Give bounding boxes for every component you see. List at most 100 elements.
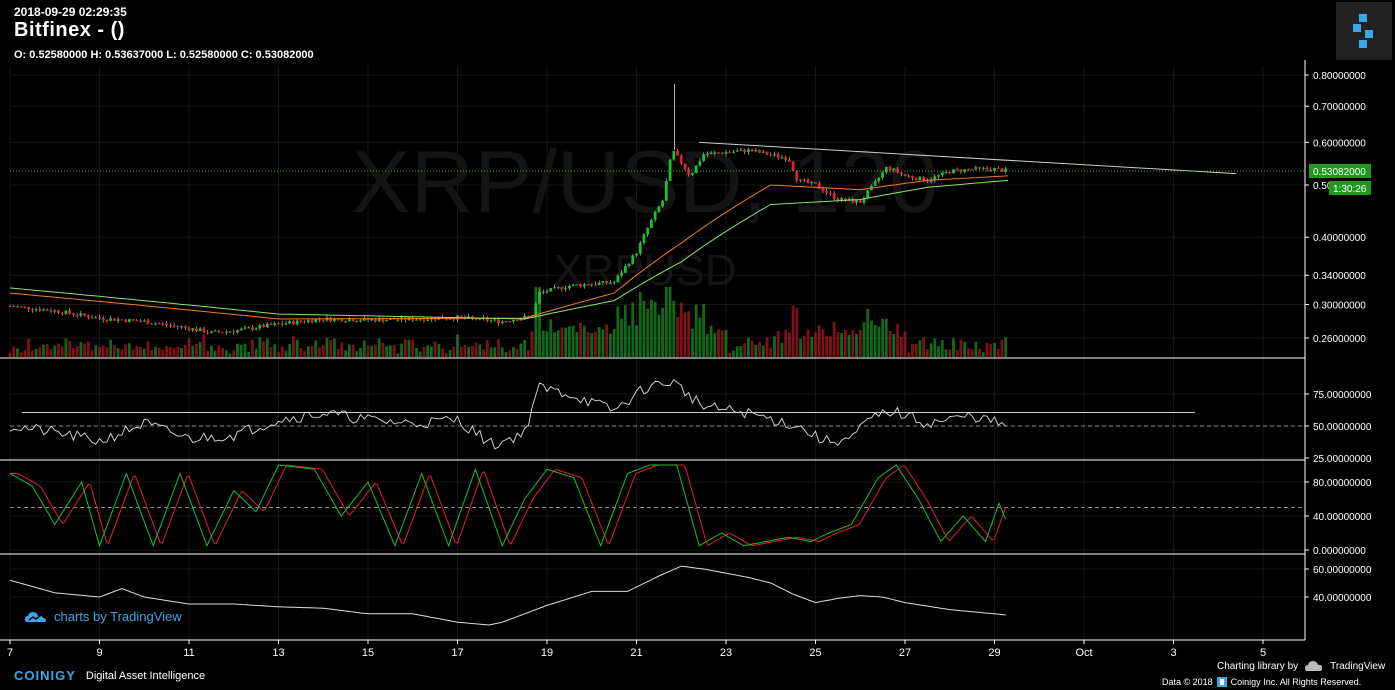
volume-bar bbox=[27, 338, 31, 357]
volume-bar bbox=[802, 336, 806, 357]
volume-bar bbox=[113, 344, 116, 357]
coinigy-small-icon bbox=[1216, 677, 1227, 687]
candle-body bbox=[228, 331, 232, 333]
candle-body bbox=[728, 152, 732, 154]
candle-body bbox=[329, 317, 333, 322]
volume-bar bbox=[407, 339, 411, 357]
volume-bar bbox=[538, 287, 541, 357]
volume-bar bbox=[329, 340, 333, 357]
candle-body bbox=[541, 291, 545, 293]
candle-body bbox=[53, 310, 57, 312]
price-y-tick-label: 0.70000000 bbox=[1313, 102, 1366, 113]
volume-bar bbox=[340, 342, 344, 357]
candle-body bbox=[269, 323, 273, 325]
rsi-y-tick-label: 75.00000000 bbox=[1313, 390, 1372, 401]
volume-bar bbox=[176, 346, 180, 357]
volume-bar bbox=[549, 319, 553, 357]
volume-bar bbox=[553, 332, 556, 357]
candle-body bbox=[467, 316, 471, 319]
candle-body bbox=[549, 288, 553, 292]
volume-bar bbox=[277, 351, 280, 357]
stoch-k-line bbox=[9, 464, 1007, 548]
candle-body bbox=[564, 288, 568, 290]
charting-library-credit[interactable]: Charting library by TradingView bbox=[1217, 660, 1385, 672]
candle-body bbox=[27, 306, 31, 310]
candle-body bbox=[1000, 168, 1004, 172]
volume-bar bbox=[310, 346, 314, 357]
volume-bar bbox=[385, 346, 389, 357]
candle-body bbox=[884, 166, 888, 173]
candle-body bbox=[94, 317, 98, 319]
volume-bar bbox=[8, 352, 12, 357]
coinigy-wordmark: COINIGY bbox=[14, 668, 76, 683]
candle-body bbox=[90, 317, 94, 319]
price-y-tick-label: 0.60000000 bbox=[1313, 138, 1366, 149]
volume-bar bbox=[799, 338, 802, 357]
volume-bar bbox=[224, 350, 228, 357]
candle-body bbox=[142, 320, 146, 322]
volume-bar bbox=[161, 349, 165, 357]
volume-bar bbox=[694, 304, 698, 357]
tradingview-credit-link[interactable]: charts by TradingView bbox=[24, 609, 182, 624]
volume-bar bbox=[709, 325, 713, 357]
volume-bar bbox=[485, 340, 489, 357]
candle-body bbox=[64, 310, 68, 314]
volume-bar bbox=[672, 300, 676, 357]
candle-body bbox=[631, 255, 635, 264]
candle-body bbox=[567, 285, 571, 289]
volume-bar bbox=[635, 325, 638, 357]
volume-bar bbox=[45, 343, 49, 357]
candle-body bbox=[362, 318, 366, 321]
volume-bar bbox=[508, 350, 512, 357]
candle-body bbox=[497, 319, 500, 324]
candle-body bbox=[83, 313, 86, 316]
candle-body bbox=[124, 319, 128, 322]
candle-body bbox=[769, 154, 773, 156]
candle-body bbox=[586, 284, 590, 286]
candle-body bbox=[635, 253, 638, 256]
volume-bar bbox=[650, 299, 653, 357]
volume-bar bbox=[411, 339, 415, 357]
candle-body bbox=[347, 319, 351, 322]
volume-bar bbox=[448, 350, 452, 357]
volume-bar bbox=[526, 350, 530, 357]
volume-bar bbox=[131, 349, 135, 357]
volume-bar bbox=[303, 350, 307, 357]
volume-bar bbox=[832, 321, 836, 357]
candle-body bbox=[113, 318, 116, 321]
candle-body bbox=[709, 152, 713, 155]
volume-bar bbox=[676, 317, 679, 357]
volume-bar bbox=[702, 304, 706, 357]
volume-bar bbox=[575, 332, 579, 357]
volume-bar bbox=[720, 330, 724, 357]
tradingview-name: TradingView bbox=[1330, 660, 1386, 672]
volume-bar bbox=[30, 350, 34, 357]
volume-bar bbox=[523, 339, 527, 357]
candle-body bbox=[254, 328, 258, 330]
candle-body bbox=[840, 198, 844, 201]
candle-body bbox=[381, 318, 385, 322]
candle-body bbox=[691, 173, 694, 175]
coinigy-logo-button[interactable] bbox=[1336, 2, 1392, 60]
candle-body bbox=[452, 318, 456, 320]
candle-body bbox=[258, 325, 262, 329]
volume-bar bbox=[370, 346, 374, 357]
volume-bar bbox=[366, 345, 370, 357]
candle-body bbox=[418, 319, 422, 321]
candle-body bbox=[131, 319, 135, 321]
volume-bar bbox=[534, 287, 538, 357]
volume-bar bbox=[754, 345, 758, 357]
candle-body bbox=[135, 320, 139, 322]
candle-body bbox=[79, 313, 83, 316]
volume-bar bbox=[940, 340, 944, 357]
candle-body bbox=[612, 282, 616, 284]
volume-bar bbox=[79, 341, 83, 357]
candle-body bbox=[109, 318, 113, 321]
watermark: XRP/USD, 120 XRPUSD bbox=[352, 132, 939, 295]
candle-body bbox=[489, 320, 493, 322]
tradingview-credit-label: charts by TradingView bbox=[54, 609, 182, 624]
volume-bar bbox=[403, 339, 407, 357]
volume-bar bbox=[1000, 339, 1004, 357]
x-tick-label: 9 bbox=[96, 647, 102, 659]
